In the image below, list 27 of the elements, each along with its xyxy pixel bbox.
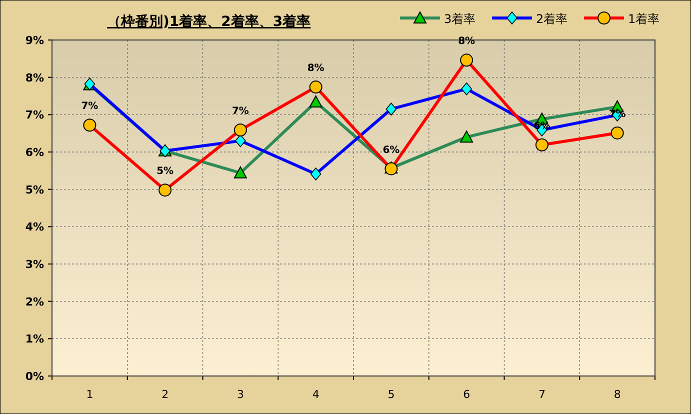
y-tick-label: 8% xyxy=(25,71,44,84)
y-tick-label: 1% xyxy=(25,332,44,346)
data-label: 8% xyxy=(307,63,324,74)
y-tick-label: 0% xyxy=(25,370,44,383)
y-tick-label: 7% xyxy=(25,108,44,122)
y-tick-label: 2% xyxy=(25,295,44,308)
data-label: 7% xyxy=(232,106,249,117)
x-tick-label: 4 xyxy=(312,388,320,401)
legend-label: 1着率 xyxy=(628,12,660,26)
data-label: 6% xyxy=(382,144,400,156)
y-tick-label: 6% xyxy=(25,146,44,159)
y-tick-label: 5% xyxy=(25,183,44,196)
legend-label: 3着率 xyxy=(444,12,476,26)
data-label: 5% xyxy=(156,166,174,178)
chart-title: （枠番別)1着率、2着率、3着率 xyxy=(107,13,311,30)
y-tick-label: 3% xyxy=(25,258,44,271)
y-tick-label: 4% xyxy=(25,220,44,234)
data-label: 7% xyxy=(81,101,98,112)
x-tick-label: 1 xyxy=(86,388,94,401)
x-tick-label: 7 xyxy=(538,388,546,401)
y-tick-label: 9% xyxy=(25,34,44,47)
x-tick-label: 3 xyxy=(236,388,244,401)
x-tick-label: 6 xyxy=(463,388,470,401)
x-tick-label: 5 xyxy=(388,388,395,401)
x-tick-label: 8 xyxy=(614,388,621,401)
legend-label: 2着率 xyxy=(536,12,568,26)
x-tick-label: 2 xyxy=(162,388,169,401)
